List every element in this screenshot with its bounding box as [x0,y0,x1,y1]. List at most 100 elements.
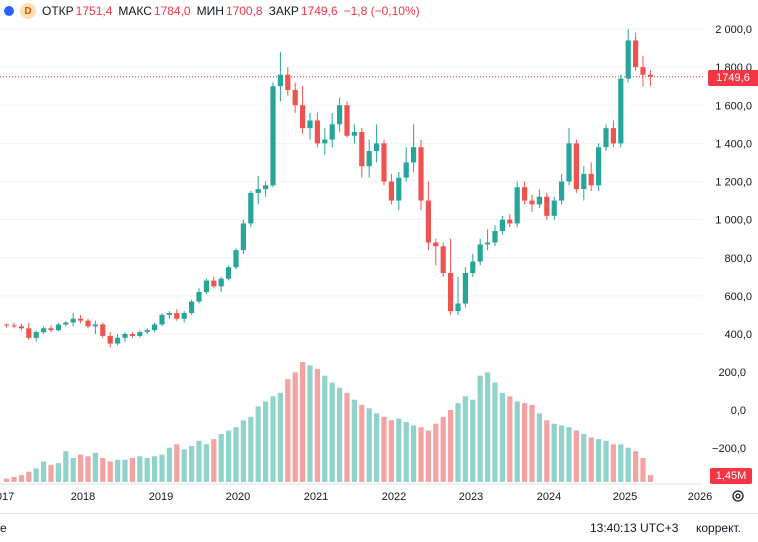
candle-body [403,162,409,178]
candle-body [196,292,202,302]
low-value: 1700,8 [225,4,263,18]
candle-body [344,105,350,136]
price-tick-label: 600,0 [724,291,752,303]
volume-bar [152,456,158,482]
volume-bar [211,439,217,482]
candle-body [544,196,550,216]
volume-bar [218,434,224,482]
candle-body [625,40,631,79]
candle-body [107,335,113,344]
candle-body [233,250,239,268]
candle-body [322,139,328,144]
candle-body [425,200,431,243]
volume-tick-label: −200,0 [712,443,746,455]
candle-body [292,90,298,106]
volume-bar [85,456,91,482]
volume-bar [647,475,653,482]
volume-bar [78,454,84,482]
candle-body [203,280,209,293]
price-chart[interactable]: 2 000,01 800,01 600,01 400,01 200,01 000… [0,0,758,513]
candle-body [411,147,417,163]
candle-body [152,324,158,331]
candle-body [499,219,505,232]
candle-body [137,332,143,336]
candle-body [55,324,61,331]
candle-body [492,231,498,243]
low-label: МИН [196,4,224,18]
volume-bar [240,420,246,482]
volume-bar [226,430,232,482]
high-label: МАКС [118,4,152,18]
volume-bar [248,416,254,482]
volume-tag: 1,45M [710,468,752,484]
clock-time: 13:40:13 UTC+3 [590,521,679,535]
candle-body [78,318,84,321]
price-tick-label: 1 200,0 [715,177,752,189]
candle-body [633,40,639,68]
candle-body [189,301,195,314]
volume-tick-label: 0,0 [731,405,746,417]
volume-bar [100,458,106,482]
candle-body [26,328,32,338]
volume-bar [307,365,313,482]
candle-body [477,244,483,262]
ohlc-legend: D ОТКР 1751,4 МАКС 1784,0 МИН 1700,8 ЗАК… [0,0,426,22]
candle-body [588,173,594,186]
candle-body [418,147,424,201]
candle-body [529,200,535,205]
candle-body [381,143,387,182]
volume-bar [329,382,335,482]
candle-body [122,334,128,338]
price-tick-label: 2 000,0 [715,24,752,36]
footer-left-text: e [0,521,7,535]
volume-bar [411,425,417,482]
candle-body [566,143,572,182]
volume-bar [166,447,172,482]
price-tick-label: 1 600,0 [715,100,752,112]
volume-bar [41,461,47,482]
candle-body [433,242,439,247]
volume-bar [440,416,446,482]
time-tick-label: 2026 [688,491,712,503]
candle-body [329,124,335,140]
candle-body [559,181,565,201]
candle-body [640,67,646,75]
candle-body [240,223,246,251]
candle-body [396,177,402,201]
candle-body [366,151,372,167]
volume-bar [203,444,209,482]
candle-body [144,330,150,333]
candle-body [218,278,224,287]
volume-bar [48,464,54,482]
candle-body [159,314,165,325]
candle-body [63,322,69,325]
volume-bar [374,413,380,482]
candle-body [514,187,520,224]
volume-bar [573,430,579,482]
volume-bar [33,468,39,482]
time-tick-label: 2019 [149,491,173,503]
volume-bar [396,418,402,482]
volume-bar [596,439,602,482]
volume-bar [425,430,431,482]
open-value: 1751,4 [75,4,113,18]
candle-body [300,105,306,129]
time-tick-label: 2018 [71,491,95,503]
volume-bar [559,425,565,482]
period-badge[interactable]: D [20,3,36,19]
candle-body [314,120,320,144]
volume-bar [196,440,202,482]
candle-body [573,143,579,190]
price-tick-label: 1 000,0 [715,215,752,227]
time-tick-label: 2020 [226,491,250,503]
volume-bar [588,437,594,482]
candle-body [33,332,39,338]
volume-bar [285,379,291,482]
high-value: 1784,0 [153,4,191,18]
settings-icon[interactable] [731,489,745,503]
volume-bar [255,406,261,482]
time-tick-label: 2022 [382,491,406,503]
volume-bar [11,476,17,482]
candle-body [181,313,187,319]
adjust-button[interactable]: коррект. [696,521,741,535]
